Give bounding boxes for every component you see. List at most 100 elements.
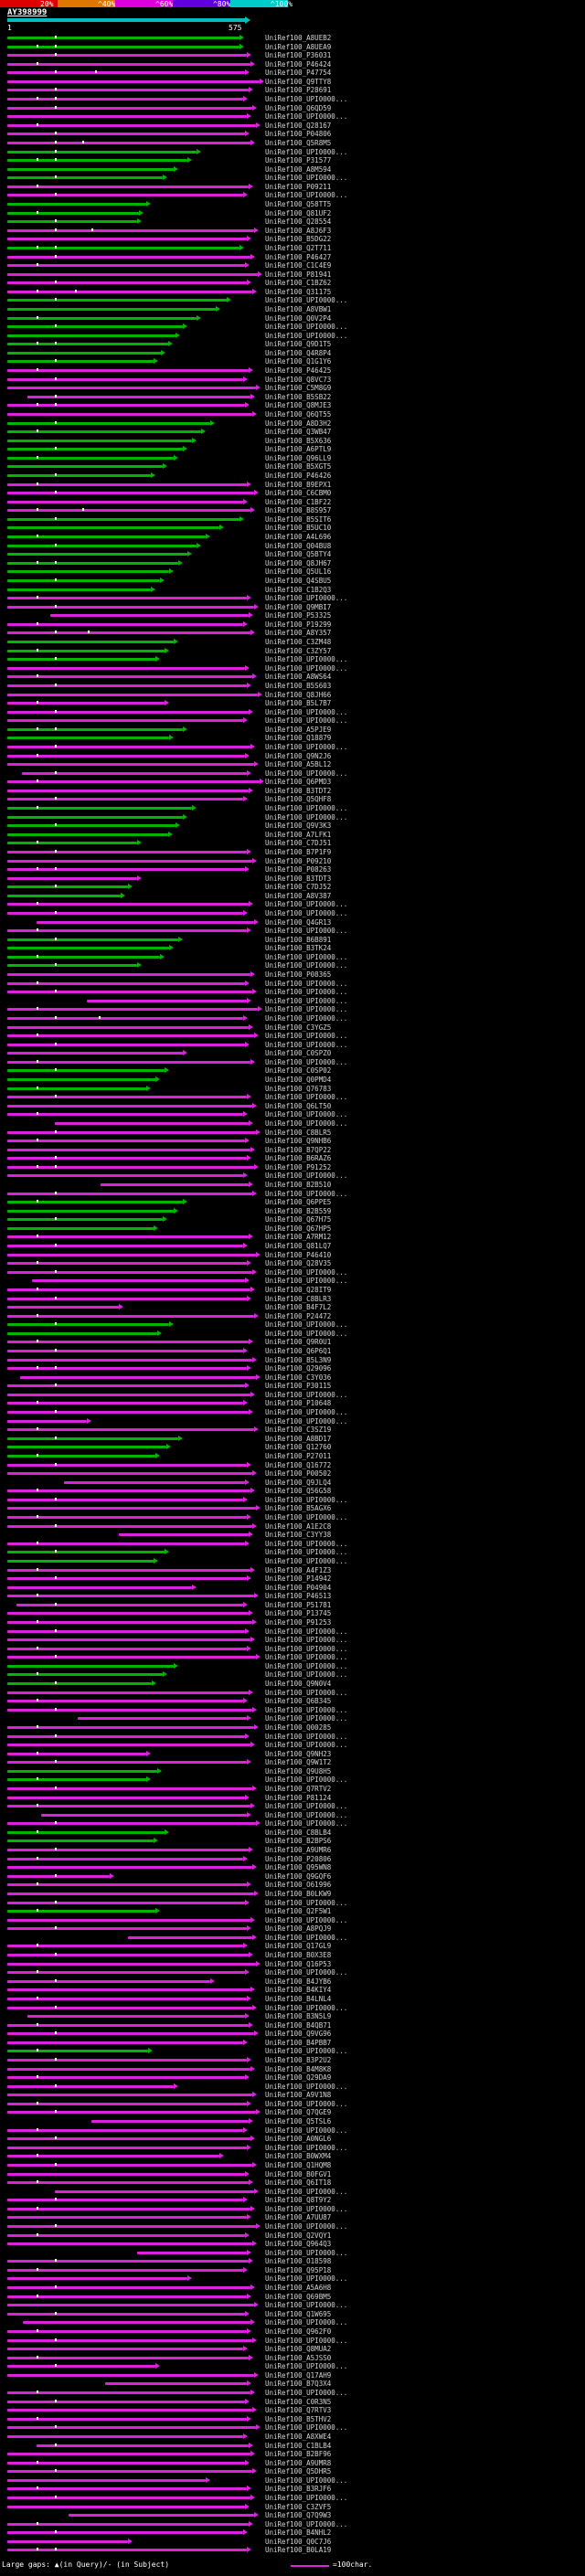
hit-label[interactable]: UniRef100_A4F1Z3	[265, 1565, 332, 1574]
hit-label[interactable]: UniRef100_A1E2C8	[265, 1521, 332, 1531]
hit-label[interactable]: UniRef100_UPI0000...	[265, 1189, 348, 1198]
alignment-bar[interactable]	[7, 1446, 166, 1449]
alignment-bar[interactable]	[7, 1988, 250, 1992]
hit-label[interactable]: UniRef100_B0LKW9	[265, 1889, 332, 1898]
alignment-bar[interactable]	[7, 1358, 252, 1362]
alignment-bar[interactable]	[7, 1839, 154, 1843]
hit-label[interactable]: UniRef100_B3N5L9	[265, 2012, 332, 2021]
alignment-bar[interactable]	[7, 360, 154, 364]
alignment-bar[interactable]	[7, 80, 260, 83]
alignment-bar[interactable]	[7, 1060, 250, 1064]
alignment-bar[interactable]	[7, 1411, 249, 1415]
alignment-bar[interactable]	[7, 281, 247, 285]
alignment-bar[interactable]	[7, 929, 247, 933]
alignment-bar[interactable]	[7, 693, 258, 696]
alignment-bar[interactable]	[7, 430, 201, 434]
hit-label[interactable]: UniRef100_UPI0000...	[265, 1714, 348, 1723]
hit-label[interactable]: UniRef100_A7RM12	[265, 1233, 332, 1242]
alignment-bar[interactable]	[7, 37, 239, 39]
alignment-bar[interactable]	[7, 448, 183, 451]
hit-label[interactable]: UniRef100_A9UMR6	[265, 1846, 332, 1855]
alignment-bar[interactable]	[7, 1331, 157, 1335]
hit-label[interactable]: UniRef100_Q00285	[265, 1723, 332, 1732]
alignment-bar[interactable]	[7, 228, 254, 232]
alignment-bar[interactable]	[7, 167, 174, 171]
hit-label[interactable]: UniRef100_Q9V3K3	[265, 822, 332, 831]
hit-label[interactable]: UniRef100_Q5DHR5	[265, 2467, 332, 2476]
hit-label[interactable]: UniRef100_UPI0000...	[265, 804, 348, 813]
alignment-bar[interactable]	[7, 1822, 256, 1826]
hit-label[interactable]: UniRef100_Q95WN8	[265, 1863, 332, 1872]
hit-label[interactable]: UniRef100_UPI0000...	[265, 1688, 348, 1697]
hit-label[interactable]: UniRef100_B3P2U2	[265, 2055, 332, 2064]
alignment-bar[interactable]	[7, 2137, 250, 2141]
hit-label[interactable]: UniRef100_Q7RTV3	[265, 2406, 332, 2415]
alignment-bar[interactable]	[7, 876, 137, 880]
hit-label[interactable]: UniRef100_B0X3E8	[265, 1951, 332, 1960]
alignment-bar[interactable]	[7, 1734, 245, 1738]
alignment-bar[interactable]	[7, 2417, 247, 2421]
alignment-bar[interactable]	[7, 1787, 252, 1790]
hit-label[interactable]: UniRef100_B5DG22	[265, 235, 332, 244]
hit-label[interactable]: UniRef100_UPI0000...	[265, 1539, 348, 1548]
hit-label[interactable]: UniRef100_UPI0000...	[265, 2047, 348, 2056]
alignment-bar[interactable]	[7, 710, 249, 714]
alignment-bar[interactable]	[7, 238, 247, 241]
hit-label[interactable]: UniRef100_Q56G58	[265, 1487, 332, 1496]
alignment-bar[interactable]	[69, 2514, 254, 2518]
alignment-bar[interactable]	[7, 1052, 183, 1055]
alignment-bar[interactable]	[7, 2487, 247, 2491]
hit-label[interactable]: UniRef100_A8UEB2	[265, 34, 332, 42]
hit-label[interactable]: UniRef100_Q9JLQ4	[265, 1478, 332, 1487]
hit-label[interactable]: UniRef100_Q7RTV2	[265, 1785, 332, 1793]
hit-label[interactable]: UniRef100_UPI0000...	[265, 716, 348, 726]
alignment-bar[interactable]	[7, 2041, 243, 2044]
alignment-bar[interactable]	[41, 1813, 247, 1817]
alignment-bar[interactable]	[32, 1279, 245, 1283]
hit-label[interactable]: UniRef100_Q8MJE3	[265, 401, 332, 410]
hit-label[interactable]: UniRef100_P08365	[265, 970, 332, 980]
hit-label[interactable]: UniRef100_C0R3N5	[265, 2397, 332, 2406]
hit-label[interactable]: UniRef100_Q1HQM8	[265, 2160, 332, 2169]
alignment-bar[interactable]	[7, 807, 192, 811]
hit-label[interactable]: UniRef100_Q6B345	[265, 1697, 332, 1706]
alignment-bar[interactable]	[7, 1419, 87, 1423]
hit-label[interactable]: UniRef100_B4PBB7	[265, 2038, 332, 2047]
hit-label[interactable]: UniRef100_Q16772	[265, 1460, 332, 1469]
alignment-bar[interactable]	[7, 1402, 243, 1405]
query-accession-link[interactable]: AY398999	[7, 8, 48, 17]
hit-label[interactable]: UniRef100_A5A6H8	[265, 2284, 332, 2293]
alignment-bar[interactable]	[7, 526, 219, 530]
alignment-bar[interactable]	[7, 588, 151, 591]
alignment-bar[interactable]	[7, 1016, 243, 1020]
alignment-bar[interactable]	[7, 973, 250, 977]
alignment-bar[interactable]	[7, 815, 183, 819]
alignment-bar[interactable]	[20, 1375, 256, 1379]
alignment-bar[interactable]	[7, 824, 176, 828]
alignment-bar[interactable]	[7, 1069, 165, 1073]
alignment-bar[interactable]	[7, 1174, 243, 1178]
hit-label[interactable]: UniRef100_P30115	[265, 1382, 332, 1391]
hit-label[interactable]: UniRef100_P14942	[265, 1574, 332, 1584]
alignment-bar[interactable]	[7, 1245, 243, 1248]
alignment-bar[interactable]	[137, 2251, 247, 2254]
hit-label[interactable]: UniRef100_UPI0000...	[265, 2248, 348, 2257]
alignment-bar[interactable]	[7, 1918, 250, 1922]
alignment-bar[interactable]	[7, 1761, 247, 1765]
hit-label[interactable]: UniRef100_UPI0000...	[265, 1644, 348, 1653]
alignment-bar[interactable]	[55, 2189, 254, 2193]
alignment-bar[interactable]	[101, 1182, 249, 1186]
hit-label[interactable]: UniRef100_UPI0000...	[265, 1819, 348, 1829]
hit-label[interactable]: UniRef100_B2BF96	[265, 2450, 332, 2459]
hit-label[interactable]: UniRef100_A7LFK1	[265, 830, 332, 839]
alignment-bar[interactable]	[16, 1603, 243, 1606]
alignment-bar[interactable]	[7, 675, 252, 679]
alignment-bar[interactable]	[7, 1629, 245, 1633]
alignment-bar[interactable]	[7, 2076, 245, 2080]
hit-label[interactable]: UniRef100_B0WXM4	[265, 2152, 332, 2161]
alignment-bar[interactable]	[7, 1367, 247, 1371]
hit-label[interactable]: UniRef100_C1BZ62	[265, 279, 332, 288]
hit-label[interactable]: UniRef100_UPI0000...	[265, 1495, 348, 1504]
alignment-bar[interactable]	[7, 885, 128, 889]
alignment-bar[interactable]	[37, 920, 254, 924]
